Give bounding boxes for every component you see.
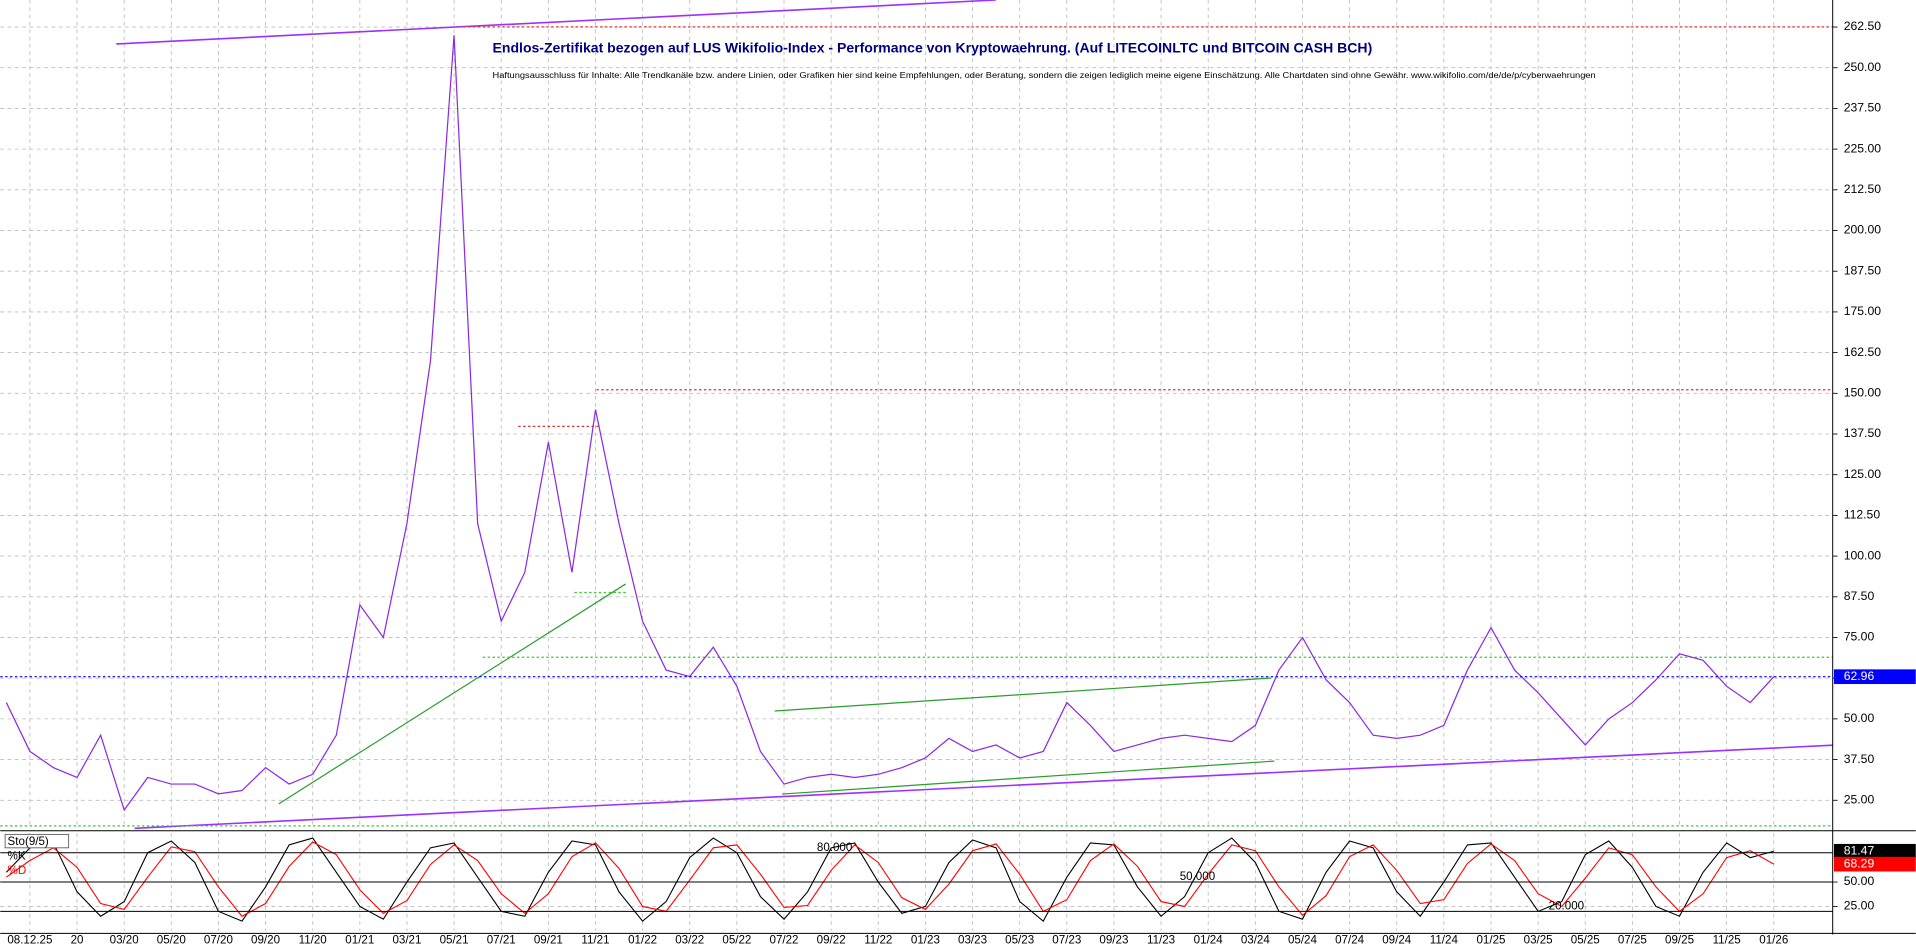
- value-label: 68.29: [1844, 856, 1875, 870]
- x-tick-label: 09/24: [1382, 934, 1412, 947]
- x-tick-label: 03/22: [675, 934, 704, 947]
- value-box: [1833, 856, 1916, 872]
- x-tick-label: 09/20: [251, 934, 280, 947]
- indicator-title: Sto(9/5): [8, 835, 49, 848]
- y-tick-label: 25.00: [1844, 899, 1875, 913]
- y-tick-label: 125.00: [1844, 467, 1882, 481]
- y-tick-label: 262.50: [1844, 19, 1882, 33]
- level-label: 20.000: [1549, 900, 1584, 913]
- trend-line: [278, 583, 627, 805]
- x-tick-label: 08.12.25: [7, 934, 52, 947]
- x-tick-label: 01/22: [628, 934, 657, 947]
- x-tick-label: 05/21: [440, 934, 469, 947]
- y-tick-label: 25.00: [1844, 792, 1875, 806]
- x-tick-label: 05/20: [157, 934, 186, 947]
- x-tick-label: 05/25: [1571, 934, 1600, 947]
- x-tick-label: 09/21: [534, 934, 563, 947]
- x-tick-label: 11/23: [1147, 934, 1175, 947]
- value-box: [1833, 669, 1916, 685]
- x-tick-label: 01/26: [1759, 934, 1788, 947]
- plot: [0, 35, 1833, 922]
- x-tick-label: 01/25: [1476, 934, 1505, 947]
- chart-title: Endlos-Zertifikat bezogen auf LUS Wikifo…: [493, 40, 1373, 56]
- y-tick-label: 112.50: [1844, 508, 1881, 522]
- disclaimer: Haftungsausschluss für Inhalte: Alle Tre…: [493, 70, 1596, 80]
- x-tick-label: 01/23: [911, 934, 940, 947]
- x-tick-label: 03/21: [392, 934, 421, 947]
- x-tick-label: 09/22: [817, 934, 846, 947]
- x-tick-label: 01/21: [345, 934, 374, 947]
- legend-label: %D: [8, 864, 27, 877]
- value-label: 62.96: [1844, 669, 1875, 683]
- y-tick-label: 212.50: [1844, 182, 1882, 196]
- x-tick-label: 11/24: [1430, 934, 1459, 947]
- trend-line: [782, 760, 1275, 795]
- y-tick-label: 175.00: [1844, 304, 1882, 318]
- value-label: 81.47: [1844, 843, 1875, 857]
- value-box: [1833, 843, 1916, 859]
- y-tick-label: 237.50: [1844, 101, 1882, 115]
- x-tick-label: 11/25: [1713, 934, 1741, 947]
- x-tick-label: 03/25: [1524, 934, 1553, 947]
- series-line: [6, 841, 1775, 917]
- trend-lines: [0, 0, 1833, 830]
- y-tick-label: 162.50: [1844, 345, 1882, 359]
- y-tick-label: 75.00: [1844, 630, 1875, 644]
- x-tick-label: 05/22: [722, 934, 751, 947]
- level-label: 80.000: [817, 841, 852, 854]
- y-tick-label: 137.50: [1844, 426, 1882, 440]
- y-tick-label: 200.00: [1844, 223, 1882, 237]
- x-tick-label: 11/22: [864, 934, 892, 947]
- x-tick-label: 05/24: [1288, 934, 1318, 947]
- x-tick-label: 07/25: [1618, 934, 1647, 947]
- x-tick-label: 05/23: [1005, 934, 1034, 947]
- y-tick-label: 100.00: [1844, 548, 1882, 562]
- x-tick-label: 01/24: [1194, 934, 1224, 947]
- legend-label: %K: [8, 849, 26, 862]
- x-tick-label: 11/20: [299, 934, 327, 947]
- x-tick-label: 20: [71, 934, 84, 947]
- x-tick-label: 07/20: [204, 934, 233, 947]
- x-tick-label: 03/23: [958, 934, 987, 947]
- x-tick-label: 11/21: [581, 934, 609, 947]
- trend-line: [116, 0, 996, 45]
- y-tick-label: 150.00: [1844, 386, 1882, 400]
- y-tick-label: 50.00: [1844, 874, 1875, 888]
- grid: [0, 0, 1833, 931]
- y-tick-label: 50.00: [1844, 711, 1875, 725]
- trend-line: [774, 677, 1271, 712]
- y-tick-label: 250.00: [1844, 60, 1882, 74]
- y-tick-label: 87.50: [1844, 589, 1875, 603]
- x-tick-label: 07/24: [1335, 934, 1365, 947]
- x-tick-label: 09/23: [1099, 934, 1128, 947]
- trend-line: [134, 744, 1833, 830]
- x-tick-label: 07/22: [770, 934, 799, 947]
- x-tick-label: 03/20: [110, 934, 139, 947]
- y-tick-label: 187.50: [1844, 263, 1882, 277]
- indicator-box: [4, 833, 70, 849]
- price-line: [5, 35, 1775, 812]
- level-label: 50.000: [1180, 870, 1215, 883]
- series-line: [5, 837, 1774, 922]
- x-tick-label: 03/24: [1241, 934, 1271, 947]
- x-tick-label: 07/23: [1052, 934, 1081, 947]
- y-tick-label: 37.50: [1844, 752, 1875, 766]
- y-tick-label: 225.00: [1844, 141, 1882, 155]
- x-tick-label: 07/21: [487, 934, 516, 947]
- x-tick-label: 09/25: [1665, 934, 1694, 947]
